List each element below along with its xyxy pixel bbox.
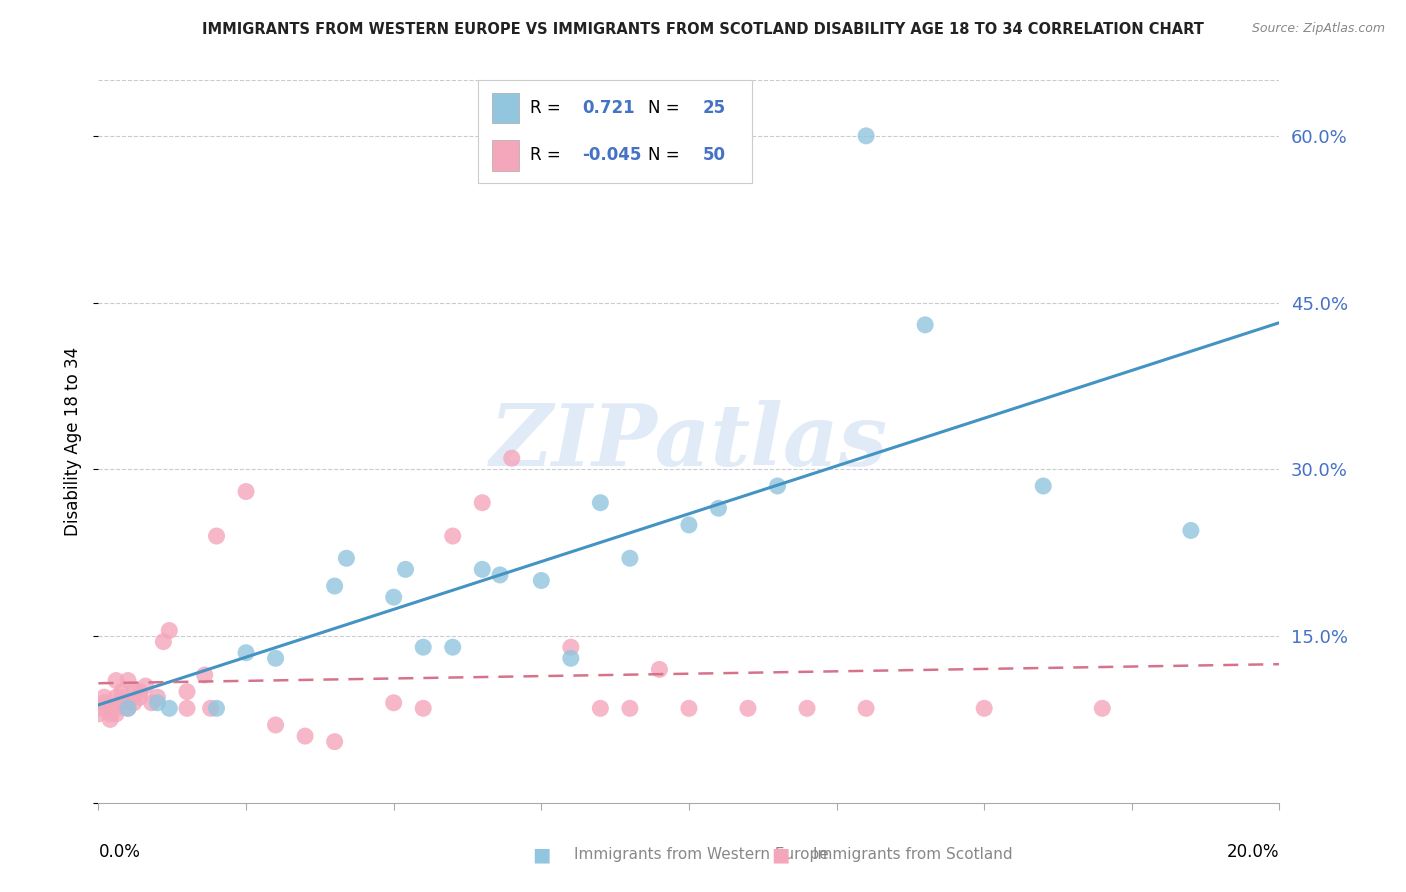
Point [489,568,512,582]
Point [200,701,222,715]
Point [176,701,198,715]
Point [323,734,346,748]
Text: N =: N = [648,146,685,164]
Text: 20.0%: 20.0% [1227,843,1279,861]
Bar [492,140,519,170]
Point [471,496,494,510]
Point [294,729,316,743]
Point [111,696,134,710]
Text: 0.721: 0.721 [582,99,636,117]
Point [707,501,730,516]
Point [394,562,416,576]
Text: ■: ■ [531,845,551,864]
Point [105,673,128,688]
Point [122,696,145,710]
Point [105,690,128,705]
Point [105,706,128,721]
Bar [492,93,519,123]
Point [105,701,128,715]
Point [205,529,228,543]
Point [560,651,582,665]
Point [122,684,145,698]
Point [93,690,115,705]
Y-axis label: Disability Age 18 to 34: Disability Age 18 to 34 [65,347,83,536]
Point [323,579,346,593]
Point [619,551,641,566]
Point [205,701,228,715]
Point [111,684,134,698]
Point [98,706,121,721]
Point [235,646,257,660]
Point [98,713,121,727]
Text: Immigrants from Western Europe: Immigrants from Western Europe [574,847,828,862]
Text: IMMIGRANTS FROM WESTERN EUROPE VS IMMIGRANTS FROM SCOTLAND DISABILITY AGE 18 TO : IMMIGRANTS FROM WESTERN EUROPE VS IMMIGR… [202,22,1204,37]
Point [146,696,169,710]
Point [678,701,700,715]
Point [560,640,582,655]
Point [1180,524,1202,538]
Point [796,701,818,715]
Point [441,529,464,543]
Point [530,574,553,588]
Point [194,668,217,682]
Point [128,684,150,698]
Text: Immigrants from Scotland: Immigrants from Scotland [813,847,1012,862]
Point [117,673,139,688]
Point [855,128,877,143]
Point [589,496,612,510]
Point [98,701,121,715]
Text: R =: R = [530,146,567,164]
Point [128,690,150,705]
Point [264,718,287,732]
Point [117,701,139,715]
Point [146,690,169,705]
Point [914,318,936,332]
Point [235,484,257,499]
Text: -0.045: -0.045 [582,146,641,164]
Point [973,701,995,715]
Point [264,651,287,665]
Text: 50: 50 [703,146,725,164]
Point [648,662,671,676]
Point [441,640,464,655]
Point [1091,701,1114,715]
Point [93,696,115,710]
Text: ■: ■ [770,845,790,864]
Point [152,634,174,648]
Text: Source: ZipAtlas.com: Source: ZipAtlas.com [1251,22,1385,36]
Text: 0.0%: 0.0% [98,843,141,861]
Point [141,696,163,710]
Point [619,701,641,715]
Point [412,640,434,655]
Text: R =: R = [530,99,567,117]
Point [737,701,759,715]
Point [335,551,357,566]
Point [471,562,494,576]
Point [135,679,157,693]
Point [589,701,612,715]
Point [87,706,110,721]
Point [382,696,405,710]
Point [678,517,700,532]
Point [501,451,523,466]
Point [157,701,180,715]
Point [117,696,139,710]
Point [766,479,789,493]
Text: ZIPatlas: ZIPatlas [489,400,889,483]
Point [117,701,139,715]
Point [382,590,405,604]
Point [176,684,198,698]
Point [412,701,434,715]
Point [87,701,110,715]
Point [1032,479,1054,493]
Text: 25: 25 [703,99,725,117]
Point [157,624,180,638]
Point [855,701,877,715]
Text: N =: N = [648,99,685,117]
Point [111,690,134,705]
